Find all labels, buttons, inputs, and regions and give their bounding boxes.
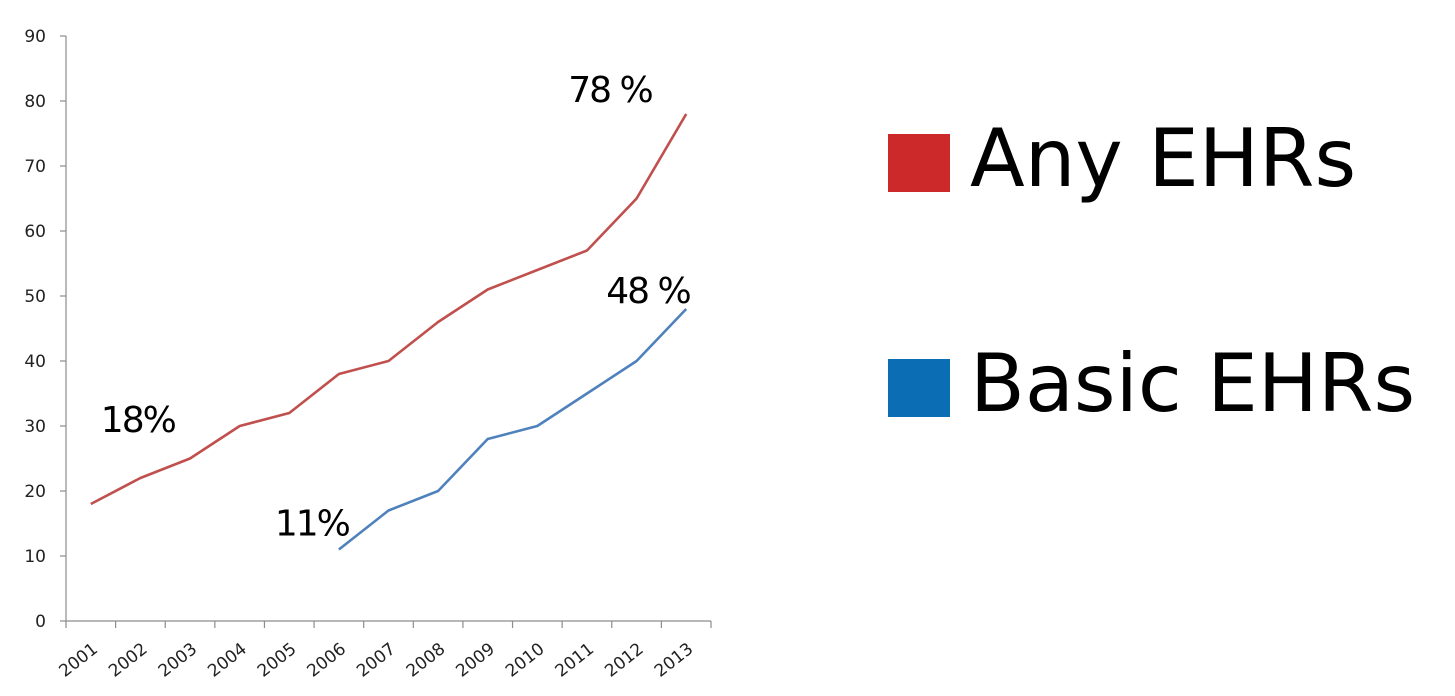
- data-annotation: 18%: [101, 400, 176, 441]
- series-line-any-ehrs: [90, 113, 688, 506]
- x-tick-label: 2006: [304, 639, 350, 681]
- x-tick-label: 2008: [403, 639, 449, 681]
- x-tick-label: 2005: [254, 639, 300, 681]
- y-tick-label: 10: [24, 547, 46, 567]
- legend-label-basic-ehrs: Basic EHRs: [970, 337, 1416, 430]
- data-annotation: 48 %: [606, 271, 690, 312]
- x-tick-label: 2013: [651, 639, 697, 681]
- x-tick-label: 2011: [552, 639, 598, 681]
- legend-swatch-any-ehrs: [888, 134, 950, 192]
- x-tick-label: 2004: [204, 639, 250, 681]
- y-tick-label: 20: [24, 482, 46, 502]
- y-tick-label: 30: [24, 417, 46, 437]
- x-tick-label: 2007: [353, 639, 399, 681]
- y-tick-label: 40: [24, 352, 46, 372]
- x-tick-label: 2001: [55, 639, 101, 681]
- y-tick-label: 0: [35, 612, 46, 632]
- y-tick-label: 70: [24, 157, 46, 177]
- data-annotation: 78 %: [568, 70, 652, 111]
- x-tick-label: 2009: [452, 639, 498, 681]
- y-tick-label: 90: [24, 27, 46, 47]
- y-tick-label: 50: [24, 287, 46, 307]
- legend-item-any-ehrs: Any EHRs: [888, 114, 1448, 210]
- x-tick-label: 2002: [105, 639, 151, 681]
- x-tick-label: 2003: [155, 639, 201, 681]
- y-tick-label: 80: [24, 92, 46, 112]
- legend-swatch-basic-ehrs: [888, 359, 950, 417]
- x-tick-label: 2012: [601, 639, 647, 681]
- legend-item-basic-ehrs: Basic EHRs: [888, 339, 1448, 435]
- series-line-basic-ehrs: [338, 308, 688, 551]
- legend-label-any-ehrs: Any EHRs: [970, 112, 1357, 205]
- y-tick-label: 60: [24, 222, 46, 242]
- x-tick-label: 2010: [502, 639, 548, 681]
- data-annotation: 11%: [275, 504, 350, 545]
